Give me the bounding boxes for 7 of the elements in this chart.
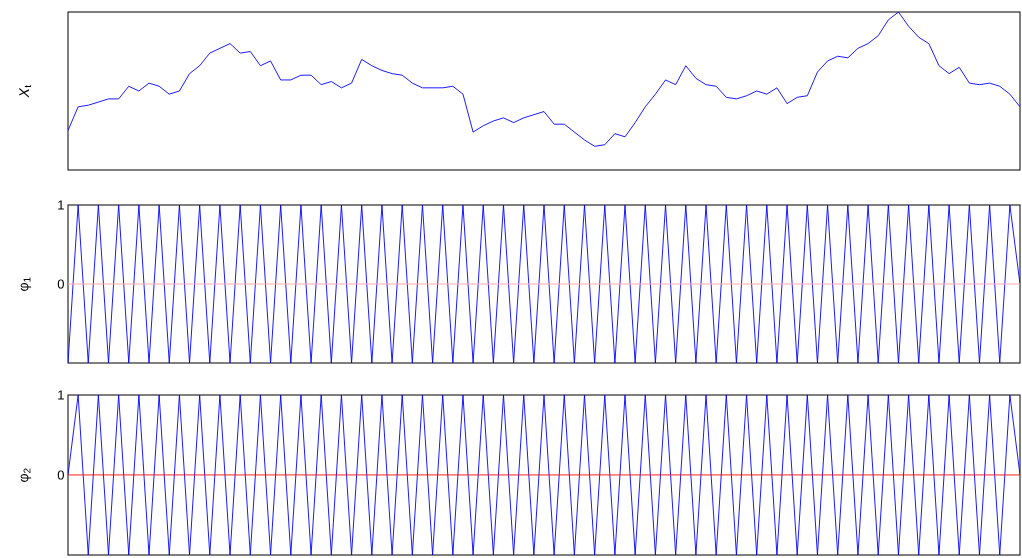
y-axis-title: φ$_{2}$ <box>20 468 32 482</box>
y-tick-label: 1 <box>58 200 64 210</box>
y-tick-label: 1 <box>58 390 64 400</box>
y-tick-label: 0 <box>57 470 64 480</box>
y-axis-title: X$_{t}$ <box>19 85 32 98</box>
y-tick-label: 0 <box>57 279 64 289</box>
y-axis-title: φ$_{1}$ <box>20 277 32 291</box>
